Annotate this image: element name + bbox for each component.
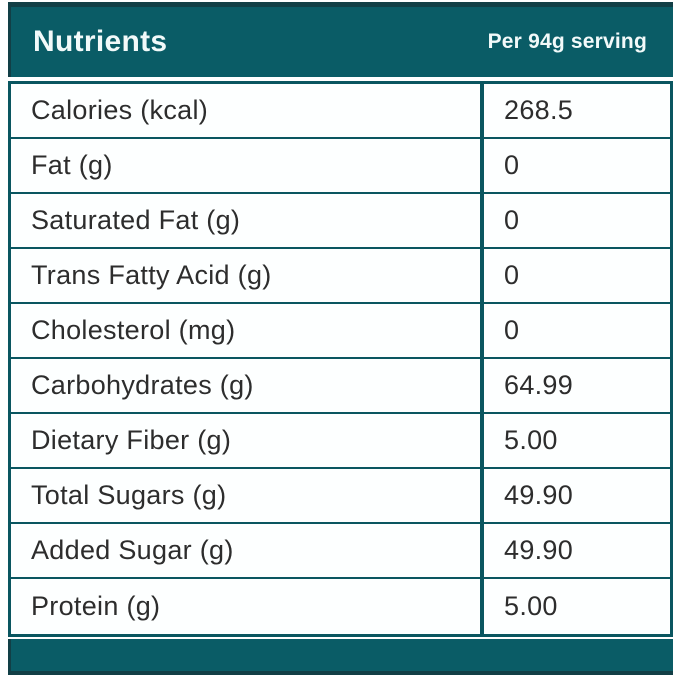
- table-row-saturated-fat: Saturated Fat (g) 0: [11, 194, 670, 249]
- footer-bar: [8, 639, 673, 675]
- nutrient-label: Trans Fatty Acid (g): [11, 249, 484, 302]
- nutrient-value: 49.90: [504, 535, 574, 565]
- table-header: Nutrients Per 94g serving: [8, 2, 673, 77]
- nutrient-label: Fat (g): [11, 139, 484, 192]
- nutrient-label: Carbohydrates (g): [11, 359, 484, 412]
- nutrient-value: 0: [504, 205, 520, 235]
- nutrient-label: Saturated Fat (g): [11, 194, 484, 247]
- table-title: Nutrients: [33, 25, 168, 58]
- nutrient-value: 0: [504, 260, 520, 290]
- table-row-trans-fatty-acid: Trans Fatty Acid (g) 0: [11, 249, 670, 304]
- nutrient-label: Added Sugar (g): [11, 524, 484, 577]
- nutrient-label: Protein (g): [11, 579, 484, 634]
- nutrient-value: 5.00: [504, 591, 558, 621]
- nutrient-value: 49.90: [504, 480, 574, 510]
- nutrient-label: Total Sugars (g): [11, 469, 484, 522]
- serving-size-label: Per 94g serving: [487, 30, 647, 53]
- table-row-added-sugar: Added Sugar (g) 49.90: [11, 524, 670, 579]
- table-row-dietary-fiber: Dietary Fiber (g) 5.00: [11, 414, 670, 469]
- table-row-fat: Fat (g) 0: [11, 139, 670, 194]
- nutrient-value: 0: [504, 315, 520, 345]
- nutrient-label: Calories (kcal): [11, 84, 484, 137]
- nutrient-value: 268.5: [504, 95, 574, 125]
- nutrient-label: Cholesterol (mg): [11, 304, 484, 357]
- table-row-carbohydrates: Carbohydrates (g) 64.99: [11, 359, 670, 414]
- table-row-protein: Protein (g) 5.00: [11, 579, 670, 634]
- table-row-total-sugars: Total Sugars (g) 49.90: [11, 469, 670, 524]
- nutrient-value: 64.99: [504, 370, 574, 400]
- nutrient-value: 0: [504, 150, 520, 180]
- table-row-cholesterol: Cholesterol (mg) 0: [11, 304, 670, 359]
- nutrients-table: Calories (kcal) 268.5 Fat (g) 0 Saturate…: [8, 81, 673, 637]
- nutrient-value: 5.00: [504, 425, 558, 455]
- nutrient-label: Dietary Fiber (g): [11, 414, 484, 467]
- table-row-calories: Calories (kcal) 268.5: [11, 84, 670, 139]
